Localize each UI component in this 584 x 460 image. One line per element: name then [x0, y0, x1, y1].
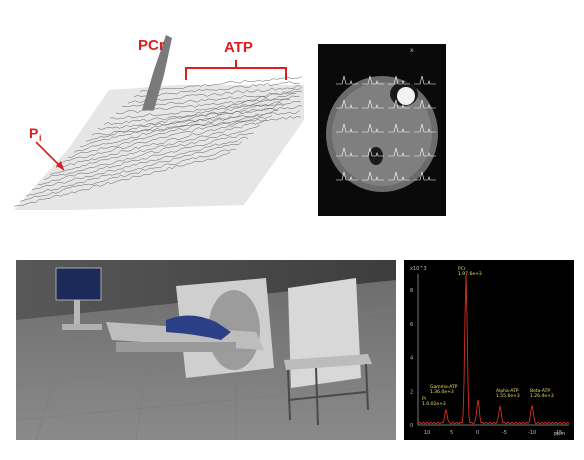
- x-tick-label: -15: [554, 430, 562, 436]
- peak-name: PCr: [458, 266, 466, 272]
- waterfall-trace: [13, 152, 231, 207]
- x-unit: ppm: [554, 431, 565, 437]
- waterfall-trace: [43, 124, 261, 180]
- peak-name: Beta-ATP: [530, 388, 550, 394]
- side-panel: [288, 278, 361, 388]
- y-tick-label: 4: [410, 356, 413, 362]
- scanner-render-svg: [15, 260, 397, 441]
- waterfall-trace: [31, 136, 249, 191]
- cart-legs: [287, 363, 369, 426]
- voxel-spectrum: [388, 147, 410, 157]
- pcr-peak-ridge: [142, 35, 172, 110]
- waterfall-trace: [37, 132, 255, 185]
- waterfall-traces: [13, 76, 303, 207]
- x-tick-label: 10: [424, 430, 430, 436]
- mri-marker: x: [410, 47, 414, 54]
- waterfall-trace: [91, 115, 301, 136]
- pi-label-sub: i: [39, 133, 42, 143]
- voxel-spectrum: [414, 147, 436, 157]
- peak-value: 1.97.6e+3: [458, 271, 482, 277]
- pi-label-main: P: [29, 125, 38, 141]
- x-tick-label: 5: [450, 430, 453, 436]
- peak-name: Alpha-ATP: [496, 388, 519, 394]
- voxel-spectrum: [388, 123, 410, 133]
- pcr-label: PCr: [138, 37, 165, 54]
- voxel-spectrum: [388, 171, 410, 181]
- voxel-spectrum: [362, 75, 384, 85]
- mri-scanner-render: [15, 260, 397, 441]
- voxel-spectrum: [336, 75, 358, 85]
- voxel-spectrum: [414, 123, 436, 133]
- voxel-spectrum: [414, 75, 436, 85]
- peak-value: 1.26.4e+3: [530, 393, 554, 399]
- spectrum-plot-svg: x10^3 ppm 8 6 4 2 0 10 5 0 -5 -10 -15 PCr1.97.6e+…: [404, 260, 574, 440]
- x-tick-label: -5: [502, 430, 507, 436]
- voxel-spectrum: [362, 123, 384, 133]
- y-ticks: 8 6 4 2 0: [410, 288, 413, 429]
- y-multiplier: x10^3: [410, 266, 427, 272]
- waterfall-trace: [110, 101, 301, 120]
- peak-value: 1.55.6e+3: [496, 393, 520, 399]
- y-tick-label: 0: [410, 423, 413, 429]
- mri-slice-figure: x: [318, 44, 446, 216]
- waterfall-surface: [14, 85, 304, 210]
- voxel-spectrum: [362, 99, 384, 109]
- spectra-waterfall-svg: PCr ATP P i: [13, 35, 304, 210]
- spectrum-trace: [417, 274, 570, 425]
- y-tick-label: 2: [410, 389, 413, 395]
- x-ticks: 10 5 0 -5 -10 -15: [424, 430, 562, 436]
- waterfall-trace: [103, 105, 303, 126]
- y-tick-label: 8: [410, 288, 413, 294]
- voxel-spectrum: [362, 171, 384, 181]
- voxel-spectrum: [388, 75, 410, 85]
- voxel-spectrum: [336, 147, 358, 157]
- cart-top: [284, 354, 372, 370]
- waterfall-trace: [49, 119, 267, 175]
- waterfall-trace: [55, 115, 273, 168]
- bone-marrow: [397, 87, 415, 105]
- pi-arrow-head: [56, 161, 64, 170]
- voxel-spectrum: [414, 171, 436, 181]
- atp-label: ATP: [224, 39, 253, 56]
- y-tick-label: 6: [410, 322, 413, 328]
- voxel-spectrum: [388, 99, 410, 109]
- mri-slice-svg: x: [318, 44, 446, 216]
- peak-value: 1.36.0e+3: [430, 389, 454, 395]
- spectra-grid: [336, 75, 436, 181]
- peak-name: Pi: [422, 396, 426, 402]
- x-tick-label: -10: [528, 430, 536, 436]
- waterfall-trace: [115, 95, 300, 115]
- monitor-base: [62, 324, 102, 330]
- table-base: [116, 342, 236, 352]
- spectrum-plot: x10^3 ppm 8 6 4 2 0 10 5 0 -5 -10 -15 PCr 1.97.6e+…: [404, 260, 574, 440]
- voxel-spectrum: [336, 171, 358, 181]
- voxel-spectrum: [414, 99, 436, 109]
- peak-value: 1.0.02e+3: [422, 401, 446, 407]
- monitor-screen: [55, 267, 102, 301]
- x-tick-label: 0: [476, 430, 479, 436]
- peak-name: Gamma-ATP: [430, 384, 458, 390]
- waterfall-trace: [25, 141, 243, 197]
- atp-bracket: [185, 60, 287, 80]
- voxel-spectrum: [336, 99, 358, 109]
- waterfall-trace: [139, 76, 303, 92]
- voxel-spectrum: [336, 123, 358, 133]
- waterfall-trace: [133, 81, 300, 97]
- waterfall-trace: [61, 109, 279, 163]
- voxel-spectrum: [362, 147, 384, 157]
- spectra-waterfall-figure: PCr ATP P i: [13, 30, 304, 215]
- patient-figure: [166, 315, 231, 340]
- waterfall-trace: [73, 99, 291, 153]
- monitor-pole: [74, 300, 80, 326]
- waterfall-trace: [97, 110, 300, 130]
- waterfall-trace: [19, 148, 237, 202]
